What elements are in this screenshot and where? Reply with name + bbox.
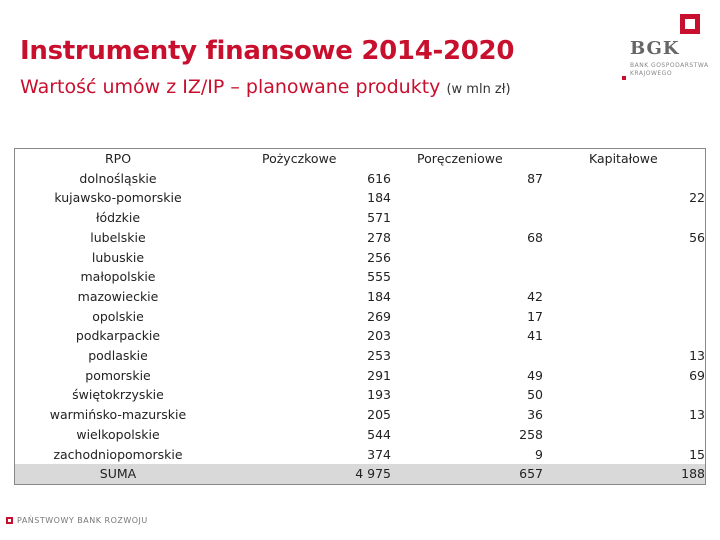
table-row: lubuskie 256 — [15, 248, 705, 268]
header-rpo: RPO — [104, 151, 132, 166]
financial-table: RPO Pożyczkowe Poręczeniowe Kapitałowe d… — [14, 148, 706, 485]
equity-value: 15 — [689, 446, 705, 462]
loan-value: 184 — [367, 288, 391, 304]
subtitle-text: Wartość umów z IZ/IP – planowane produkt… — [20, 76, 441, 98]
region-name: małopolskie — [80, 269, 156, 285]
guarantee-value — [391, 346, 543, 366]
logo-line1: BANK GOSPODARSTWA — [630, 62, 709, 69]
loan-value: 555 — [367, 269, 391, 285]
loan-value: 616 — [367, 170, 391, 186]
logo-square-icon — [680, 14, 700, 34]
guarantee-value: 42 — [527, 288, 543, 304]
region-name: lubelskie — [90, 229, 146, 245]
equity-value: 22 — [689, 190, 705, 206]
loan-value: 374 — [367, 446, 391, 462]
equity-value: 13 — [689, 407, 705, 423]
table-row: lubelskie 278 68 56 — [15, 228, 705, 248]
guarantee-value: 258 — [519, 426, 543, 442]
table-row: podlaskie 253 13 — [15, 346, 705, 366]
guarantee-value — [391, 267, 543, 287]
equity-value — [543, 169, 705, 189]
loan-value: 571 — [367, 210, 391, 226]
logo-dot-icon — [622, 76, 626, 80]
loan-value: 253 — [367, 348, 391, 363]
guarantee-value: 87 — [527, 170, 543, 186]
table-row: podkarpackie 203 41 — [15, 326, 705, 346]
region-name: łódzkie — [95, 210, 141, 226]
sum-loan: 4 975 — [355, 466, 391, 482]
region-name: zachodniopomorskie — [53, 446, 183, 462]
table-row: warmińsko-mazurskie 205 36 13 — [15, 405, 705, 425]
loan-value: 269 — [367, 308, 391, 324]
equity-value — [543, 267, 705, 287]
equity-value: 69 — [689, 367, 705, 383]
region-name: mazowieckie — [77, 288, 159, 304]
guarantee-value: 50 — [527, 387, 543, 403]
equity-value: 13 — [689, 348, 705, 363]
loan-value: 184 — [367, 190, 391, 206]
loan-value: 544 — [367, 426, 391, 442]
sum-label: SUMA — [99, 466, 137, 482]
guarantee-value — [391, 188, 543, 208]
guarantee-value — [391, 248, 543, 268]
footer-text: PAŃSTWOWY BANK ROZWOJU — [17, 516, 148, 525]
logo-name: BGK — [630, 38, 680, 59]
region-name: podlaskie — [88, 348, 148, 363]
region-name: pomorskie — [85, 367, 151, 383]
table-row: świętokrzyskie 193 50 — [15, 385, 705, 405]
bgk-logo: BGK BANK GOSPODARSTWA KRAJOWEGO — [618, 10, 718, 80]
region-name: podkarpackie — [75, 328, 161, 344]
region-name: lubuskie — [91, 249, 145, 265]
equity-value — [543, 208, 705, 228]
logo-line2: KRAJOWEGO — [630, 70, 673, 77]
loan-value: 291 — [367, 367, 391, 383]
loan-value: 193 — [367, 387, 391, 403]
table-sum-row: SUMA 4 975 657 188 — [15, 464, 705, 484]
loan-value: 256 — [367, 249, 391, 265]
guarantee-value: 41 — [527, 328, 543, 344]
guarantee-value: 68 — [527, 229, 543, 245]
table-row: małopolskie 555 — [15, 267, 705, 287]
table-row: pomorskie 291 49 69 — [15, 366, 705, 386]
equity-value — [543, 248, 705, 268]
header-equity: Kapitałowe — [589, 151, 658, 166]
region-name: warmińsko-mazurskie — [49, 407, 187, 423]
table-row: dolnośląskie 616 87 — [15, 169, 705, 189]
loan-value: 203 — [367, 328, 391, 344]
guarantee-value — [391, 208, 543, 228]
guarantee-value: 36 — [527, 407, 543, 423]
sum-equity: 188 — [681, 466, 705, 482]
header-loan: Pożyczkowe — [262, 151, 337, 166]
header-guarantee: Poręczeniowe — [417, 151, 503, 166]
footer-logo-icon — [6, 517, 13, 524]
table-row: łódzkie 571 — [15, 208, 705, 228]
equity-value — [543, 326, 705, 346]
region-name: kujawsko-pomorskie — [54, 190, 182, 206]
equity-value — [543, 385, 705, 405]
region-name: wielkopolskie — [76, 426, 160, 442]
table-row: kujawsko-pomorskie 184 22 — [15, 188, 705, 208]
region-name: świętokrzyskie — [72, 387, 164, 403]
table-row: mazowieckie 184 42 — [15, 287, 705, 307]
equity-value — [543, 425, 705, 445]
table-header-row: RPO Pożyczkowe Poręczeniowe Kapitałowe — [15, 149, 705, 169]
loan-value: 278 — [367, 229, 391, 245]
loan-value: 205 — [367, 407, 391, 423]
sum-guarantee: 657 — [519, 466, 543, 482]
guarantee-value: 49 — [527, 367, 543, 383]
guarantee-value: 17 — [527, 308, 543, 324]
subtitle-unit: (w mln zł) — [446, 82, 511, 97]
footer: PAŃSTWOWY BANK ROZWOJU — [6, 516, 148, 525]
page-subtitle: Wartość umów z IZ/IP – planowane produkt… — [20, 76, 511, 98]
region-name: opolskie — [92, 308, 144, 324]
equity-value — [543, 307, 705, 327]
table-row: zachodniopomorskie 374 9 15 — [15, 445, 705, 465]
table-row: opolskie 269 17 — [15, 307, 705, 327]
region-name: dolnośląskie — [79, 170, 157, 186]
equity-value: 56 — [689, 229, 705, 245]
page-title: Instrumenty finansowe 2014-2020 — [20, 36, 515, 66]
guarantee-value: 9 — [535, 446, 543, 462]
table-row: wielkopolskie 544 258 — [15, 425, 705, 445]
equity-value — [543, 287, 705, 307]
